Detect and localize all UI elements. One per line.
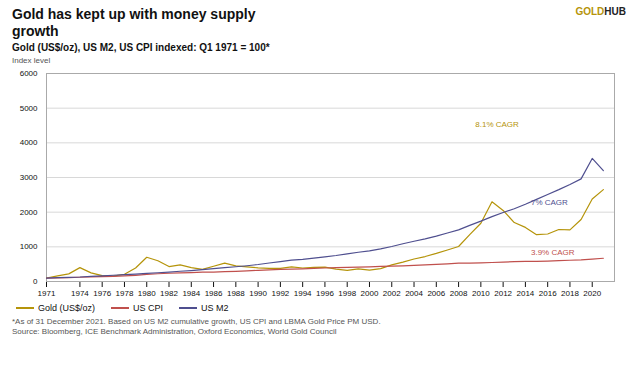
svg-text:2006: 2006 xyxy=(427,289,445,298)
svg-text:2014: 2014 xyxy=(517,289,535,298)
svg-text:3.9% CAGR: 3.9% CAGR xyxy=(531,248,575,257)
svg-text:1994: 1994 xyxy=(294,289,312,298)
svg-text:2004: 2004 xyxy=(405,289,423,298)
html-text:US M2: US M2 xyxy=(201,302,229,313)
svg-text:1971: 1971 xyxy=(38,289,56,298)
html-text:Gold (US$/oz), US M2, US CPI i: Gold (US$/oz), US M2, US CPI indexed: Q1… xyxy=(12,41,270,53)
svg-text:4000: 4000 xyxy=(20,138,38,147)
svg-text:1990: 1990 xyxy=(249,289,267,298)
html-text:*As of 31 December 2021. Based: *As of 31 December 2021. Based on US M2 … xyxy=(12,316,381,336)
svg-text:7% CAGR: 7% CAGR xyxy=(531,198,568,207)
html-text:Gold has kept up with money su: Gold has kept up with money supply growt… xyxy=(12,6,256,39)
html-text:US CPI: US CPI xyxy=(133,302,163,313)
svg-text:2020: 2020 xyxy=(583,289,601,298)
svg-text:0: 0 xyxy=(33,277,38,286)
svg-text:2010: 2010 xyxy=(472,289,490,298)
svg-text:5000: 5000 xyxy=(20,103,38,112)
svg-text:1982: 1982 xyxy=(160,289,178,298)
svg-text:1988: 1988 xyxy=(227,289,245,298)
svg-text:1986: 1986 xyxy=(205,289,223,298)
svg-text:2012: 2012 xyxy=(494,289,512,298)
svg-text:8.1% CAGR: 8.1% CAGR xyxy=(475,120,519,129)
svg-text:1974: 1974 xyxy=(71,289,89,298)
svg-text:2008: 2008 xyxy=(450,289,468,298)
svg-text:3000: 3000 xyxy=(20,173,38,182)
svg-text:1978: 1978 xyxy=(116,289,134,298)
svg-text:2016: 2016 xyxy=(539,289,557,298)
svg-text:2000: 2000 xyxy=(20,207,38,216)
svg-text:1984: 1984 xyxy=(182,289,200,298)
svg-text:1980: 1980 xyxy=(138,289,156,298)
svg-text:1996: 1996 xyxy=(316,289,334,298)
svg-text:1992: 1992 xyxy=(271,289,289,298)
svg-text:2018: 2018 xyxy=(561,289,579,298)
svg-text:1998: 1998 xyxy=(338,289,356,298)
svg-text:2000: 2000 xyxy=(361,289,379,298)
html-text:Index level: Index level xyxy=(12,55,51,65)
svg-text:1000: 1000 xyxy=(20,242,38,251)
svg-text:1976: 1976 xyxy=(93,289,111,298)
svg-text:2002: 2002 xyxy=(383,289,401,298)
svg-text:6000: 6000 xyxy=(20,69,38,78)
html-text:Gold (US$/oz): Gold (US$/oz) xyxy=(38,302,95,313)
html-text:GOLD HUB: GOLD HUB xyxy=(575,6,626,17)
